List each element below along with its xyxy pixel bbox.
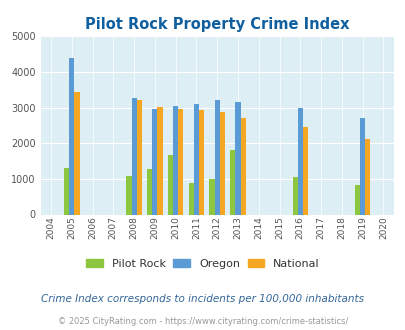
Bar	[214, 100, 219, 214]
Bar	[240, 117, 245, 214]
Bar	[69, 58, 74, 214]
Bar	[297, 108, 302, 214]
Bar	[167, 155, 173, 214]
Bar	[230, 150, 235, 214]
Bar	[173, 106, 178, 214]
Bar	[152, 109, 157, 214]
Bar	[364, 139, 369, 214]
Bar	[354, 185, 359, 214]
Title: Pilot Rock Property Crime Index: Pilot Rock Property Crime Index	[85, 17, 349, 32]
Text: Crime Index corresponds to incidents per 100,000 inhabitants: Crime Index corresponds to incidents per…	[41, 294, 364, 304]
Bar	[219, 112, 224, 214]
Bar	[193, 104, 198, 214]
Bar	[131, 98, 136, 214]
Bar	[209, 179, 214, 214]
Bar	[136, 100, 141, 214]
Bar	[302, 127, 307, 214]
Legend: Pilot Rock, Oregon, National: Pilot Rock, Oregon, National	[81, 254, 324, 273]
Bar	[126, 176, 131, 214]
Bar	[292, 177, 297, 215]
Bar	[198, 111, 204, 214]
Bar	[188, 183, 193, 214]
Bar	[359, 117, 364, 214]
Bar	[147, 169, 152, 214]
Bar	[157, 107, 162, 214]
Bar	[74, 92, 79, 214]
Text: © 2025 CityRating.com - https://www.cityrating.com/crime-statistics/: © 2025 CityRating.com - https://www.city…	[58, 317, 347, 326]
Bar	[178, 109, 183, 214]
Bar	[64, 168, 69, 214]
Bar	[235, 102, 240, 214]
